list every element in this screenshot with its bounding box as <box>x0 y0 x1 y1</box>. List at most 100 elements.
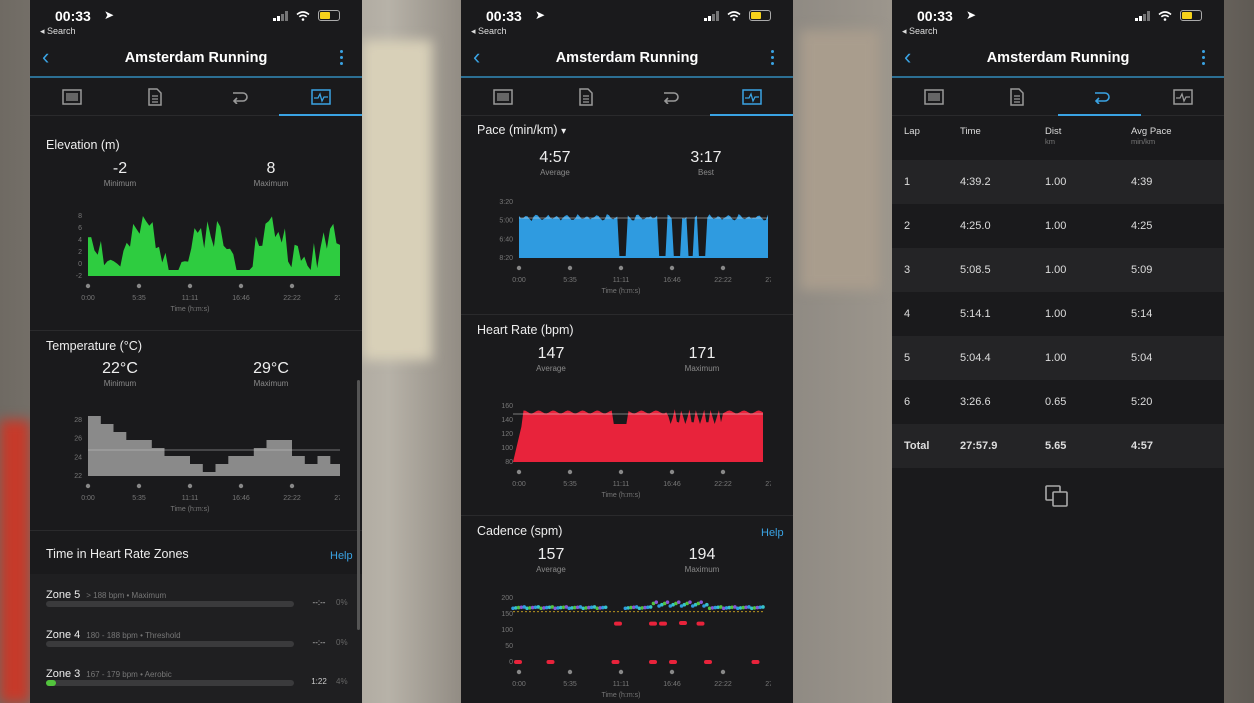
cadence-max-stat: 194 Maximum <box>662 546 742 574</box>
lap-total-row: Total 27:57.9 5.65 4:57 <box>892 424 1224 468</box>
hr-avg-stat: 147 Average <box>511 345 591 373</box>
cadence-point <box>755 605 760 610</box>
cadence-point <box>727 605 732 610</box>
more-options-icon[interactable] <box>771 50 775 68</box>
cadence-point <box>713 605 718 610</box>
x-tick-label: 27:58 <box>765 681 771 688</box>
elevation-max-value: 8 <box>266 160 276 177</box>
tab-charts[interactable] <box>710 78 793 116</box>
y-tick-label: 150 <box>501 611 513 618</box>
cadence-point <box>685 601 689 606</box>
back-to-app-link[interactable]: ◂ Search <box>471 26 507 36</box>
lap-row[interactable]: 6 3:26.6 0.65 5:20 <box>892 380 1224 424</box>
x-tick-label: 16:46 <box>232 495 250 502</box>
cadence-avg-stat: 157 Average <box>511 546 591 574</box>
cadence-point <box>528 606 532 610</box>
col-dist-label: Dist <box>1045 126 1062 137</box>
lap-time: 3:26.6 <box>960 396 991 408</box>
x-tick-label: 0:00 <box>512 277 526 284</box>
cadence-point <box>724 606 729 610</box>
total-distance: 5.65 <box>1045 440 1067 452</box>
cadence-point <box>511 606 515 611</box>
lap-row[interactable]: 1 4:39.2 1.00 4:39 <box>892 160 1224 204</box>
lap-number: 1 <box>904 176 911 188</box>
cadence-point <box>741 605 746 610</box>
lap-row[interactable]: 5 5:04.4 1.00 5:04 <box>892 336 1224 380</box>
y-tick-label: 0 <box>78 261 82 268</box>
background-wall <box>800 30 880 290</box>
lap-time: 5:14.1 <box>960 308 991 320</box>
tab-details[interactable] <box>975 78 1058 115</box>
pace-title[interactable]: Pace (min/km) ▾ <box>477 123 566 137</box>
cadence-point <box>749 606 754 611</box>
scrollbar[interactable] <box>357 380 360 630</box>
back-chevron-icon[interactable]: ‹ <box>42 44 50 69</box>
wifi-icon <box>296 10 310 21</box>
x-tick-dot <box>238 283 244 289</box>
cadence-point <box>530 605 535 610</box>
x-tick-dot <box>567 469 573 475</box>
back-to-app-link[interactable]: ◂ Search <box>40 26 76 36</box>
cadence-point <box>561 605 566 610</box>
hr-max-label: Maximum <box>684 364 720 373</box>
y-tick-label: 8:20 <box>499 255 513 262</box>
lap-avg-pace: 5:14 <box>1131 308 1153 320</box>
tab-overview[interactable] <box>461 78 544 115</box>
back-chevron-icon[interactable]: ‹ <box>473 44 481 69</box>
cadence-point <box>733 605 737 609</box>
lap-avg-pace: 4:39 <box>1131 176 1153 188</box>
more-options-icon[interactable] <box>340 50 344 68</box>
tab-laps[interactable] <box>627 78 710 115</box>
cadence-point <box>690 604 695 608</box>
tab-overview[interactable] <box>30 78 113 115</box>
document-icon <box>1009 87 1024 106</box>
laps-loop-icon <box>232 91 248 104</box>
cadence-point <box>676 600 681 604</box>
lap-number: 4 <box>904 308 911 320</box>
x-tick-label: 5:35 <box>563 681 577 688</box>
tab-charts[interactable] <box>1141 78 1224 115</box>
phone-screen-charts-2: 00:33 ➤ ◂ Search ‹ Amsterdam Running Pac… <box>461 0 793 703</box>
back-to-app-link[interactable]: ◂ Search <box>902 26 938 36</box>
x-tick-dot <box>618 669 624 675</box>
col-dist-unit: km <box>1045 137 1055 146</box>
zone-time: 1:22 <box>311 677 327 686</box>
pace-avg-stat: 4:57 Average <box>515 149 595 177</box>
pace-chart: 0:00 5:35 11:11 16:46 22:22 27:58 Time (h:m:s)… <box>499 199 771 295</box>
x-tick-label: 22:22 <box>283 295 301 302</box>
cadence-help-link[interactable]: Help <box>761 527 784 539</box>
copy-icon[interactable] <box>1044 484 1070 508</box>
total-label: Total <box>904 440 930 452</box>
nav-bar: ‹ Amsterdam Running <box>892 40 1224 78</box>
tab-laps[interactable] <box>1058 78 1141 116</box>
x-tick-label: 11:11 <box>182 295 199 302</box>
status-time: 00:33 <box>917 8 953 24</box>
cadence-outlier-point <box>649 660 657 664</box>
tab-laps[interactable] <box>196 78 279 115</box>
more-options-icon[interactable] <box>1202 50 1206 68</box>
tab-details[interactable] <box>113 78 196 115</box>
back-chevron-icon[interactable]: ‹ <box>904 44 912 69</box>
cadence-point <box>637 606 642 611</box>
chevron-down-icon: ▾ <box>561 126 567 137</box>
cadence-point <box>640 606 645 610</box>
lap-row[interactable]: 4 5:14.1 1.00 5:14 <box>892 292 1224 336</box>
laps-loop-icon <box>1094 91 1110 104</box>
x-tick-label: 11:11 <box>182 495 199 502</box>
tab-charts[interactable] <box>279 78 362 116</box>
hr-zones-help-link[interactable]: Help <box>330 550 353 562</box>
x-tick-label: 22:22 <box>714 681 732 688</box>
temperature-max-label: Maximum <box>253 379 289 388</box>
tab-details[interactable] <box>544 78 627 115</box>
y-tick-label: 200 <box>501 595 513 602</box>
x-tick-label: 0:00 <box>512 681 526 688</box>
y-tick-label: 120 <box>501 431 513 438</box>
map-overview-icon <box>61 88 82 105</box>
col-time: Time <box>960 126 981 137</box>
cadence-point <box>598 606 602 610</box>
tab-overview[interactable] <box>892 78 975 115</box>
status-bar: 00:33 ➤ ◂ Search <box>30 0 362 40</box>
lap-distance: 1.00 <box>1045 176 1067 188</box>
lap-row[interactable]: 3 5:08.5 1.00 5:09 <box>892 248 1224 292</box>
lap-row[interactable]: 2 4:25.0 1.00 4:25 <box>892 204 1224 248</box>
